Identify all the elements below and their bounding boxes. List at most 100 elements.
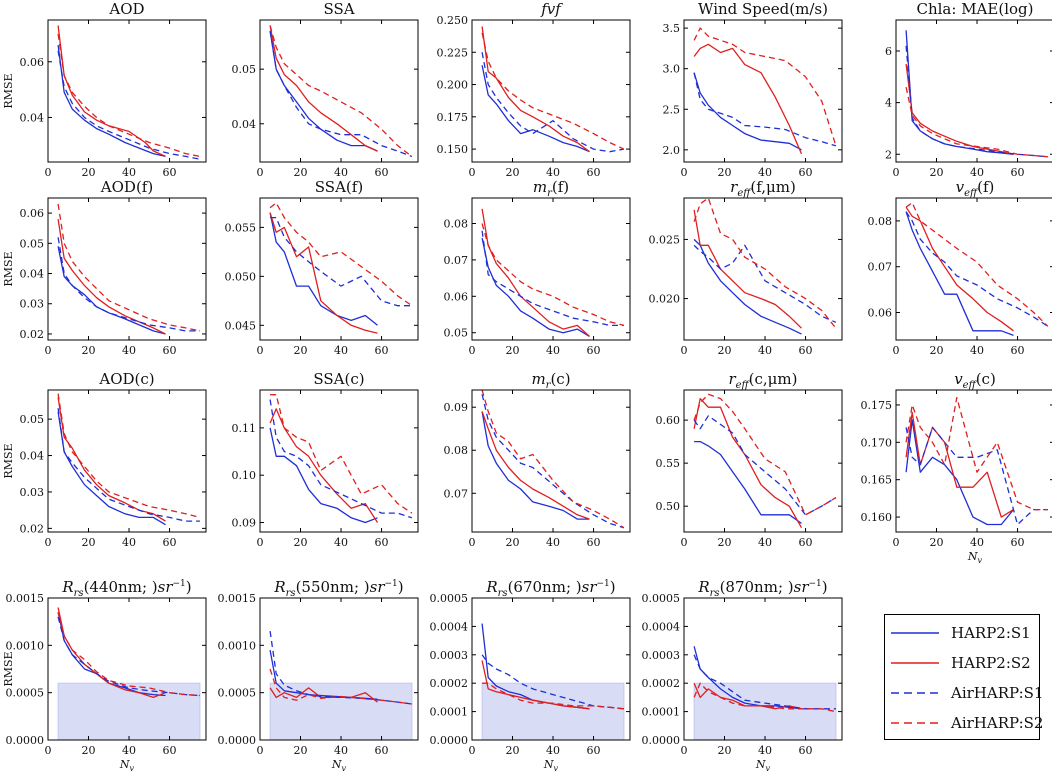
plot-frame [896,20,1052,162]
chart-title: AOD(f) [100,178,153,196]
series-line-harp2-s1 [270,31,377,151]
series-line-harp2-s2 [482,27,589,152]
x-tick-label: 40 [546,344,560,357]
legend: HARP2:S1 HARP2:S2 AirHARP:S1 AirHARP:S2 [884,614,1040,740]
y-tick-label: 0.0005 [6,687,45,700]
y-tick-label: 2 [885,148,892,161]
series-line-harp2-s1 [58,412,165,525]
chart-title: reff(f,μm) [730,178,796,199]
x-tick-label: 60 [1011,344,1025,357]
legend-swatch [891,718,939,728]
y-tick-label: 0.08 [868,215,893,228]
x-tick-label: 60 [163,166,177,179]
plot-frame [48,20,206,162]
series-line-harp2-s2 [694,210,801,328]
x-tick-label: 60 [375,536,389,549]
chart-title: mr(c) [531,370,570,391]
x-tick-label: 0 [893,166,900,179]
legend-label: AirHARP:S2 [951,714,1043,732]
series-line-harp2-s1 [694,442,801,524]
x-tick-label: 40 [758,536,772,549]
y-tick-label: 0.11 [232,422,257,435]
y-tick-label: 0.150 [437,143,469,156]
y-tick-label: 0.050 [225,270,257,283]
x-tick-label: 60 [163,744,177,757]
x-tick-label: 60 [375,166,389,179]
x-tick-label: 60 [1011,536,1025,549]
y-tick-label: 0.06 [20,56,45,69]
y-tick-label: 0.03 [20,486,45,499]
x-tick-label: 20 [294,344,308,357]
x-tick-label: 0 [469,166,476,179]
series-line-airharp-s2 [58,34,200,156]
series-line-airharp-s2 [482,33,624,149]
y-tick-label: 0.025 [649,233,681,246]
y-tick-label: 0.0002 [430,677,469,690]
chart-title: Rrs(870nm; )sr−1) [697,578,827,599]
series-line-harp2-s1 [482,412,589,520]
x-tick-label: 40 [122,744,136,757]
y-tick-label: 0.0002 [642,677,681,690]
plot-frame [472,198,630,340]
x-tick-label: 0 [257,166,264,179]
y-tick-label: 0.0001 [430,706,469,719]
y-tick-label: 0.55 [656,457,681,470]
x-tick-label: 40 [546,744,560,757]
plot-frame [684,198,842,340]
series-line-harp2-s1 [906,30,1013,154]
chart-title: AOD [108,0,144,18]
x-tick-label: 40 [546,536,560,549]
chart-title: AOD(c) [98,370,154,388]
x-tick-label: 40 [334,744,348,757]
x-tick-label: 60 [375,744,389,757]
y-tick-label: 2.5 [663,103,681,116]
series-line-harp2-s2 [906,207,1013,331]
x-axis-label: Nv [119,758,135,773]
series-line-harp2-s1 [270,213,377,326]
y-tick-label: 0.05 [232,63,257,76]
legend-label: HARP2:S2 [951,654,1031,672]
y-tick-label: 0.05 [20,237,45,250]
y-tick-label: 0.0003 [430,649,469,662]
y-tick-label: 0.0000 [6,734,45,747]
x-tick-label: 60 [375,344,389,357]
chart-title: Rrs(440nm; )sr−1) [61,578,191,599]
y-tick-label: 2.0 [663,144,681,157]
series-line-airharp-s1 [270,218,412,306]
shaded-band [694,683,836,740]
y-tick-label: 0.165 [861,474,893,487]
y-tick-label: 0.04 [20,111,45,124]
y-tick-label: 0.08 [444,444,469,457]
x-axis-label: Nv [967,550,983,565]
series-line-airharp-s1 [906,427,1048,524]
legend-item-harp2-s1: HARP2:S1 [885,621,1031,645]
series-line-airharp-s2 [58,394,200,518]
chart-title: Rrs(670nm; )sr−1) [485,578,615,599]
x-tick-label: 0 [681,536,688,549]
x-tick-label: 40 [122,536,136,549]
series-line-harp2-s2 [694,399,801,528]
y-tick-label: 0.170 [861,436,893,449]
y-tick-label: 0.0003 [642,649,681,662]
series-line-harp2-s2 [58,219,165,334]
y-tick-label: 0.04 [232,118,257,131]
y-tick-label: 0.0004 [430,620,469,633]
series-line-harp2-s1 [58,246,165,334]
x-tick-label: 20 [506,166,520,179]
x-tick-label: 60 [587,744,601,757]
y-axis-label: RMSE [2,251,15,286]
y-tick-label: 0.0001 [642,706,681,719]
series-line-airharp-s1 [58,408,200,521]
series-line-harp2-s1 [906,212,1013,336]
x-tick-label: 0 [45,744,52,757]
x-tick-label: 40 [758,344,772,357]
y-tick-label: 0.09 [232,517,257,530]
